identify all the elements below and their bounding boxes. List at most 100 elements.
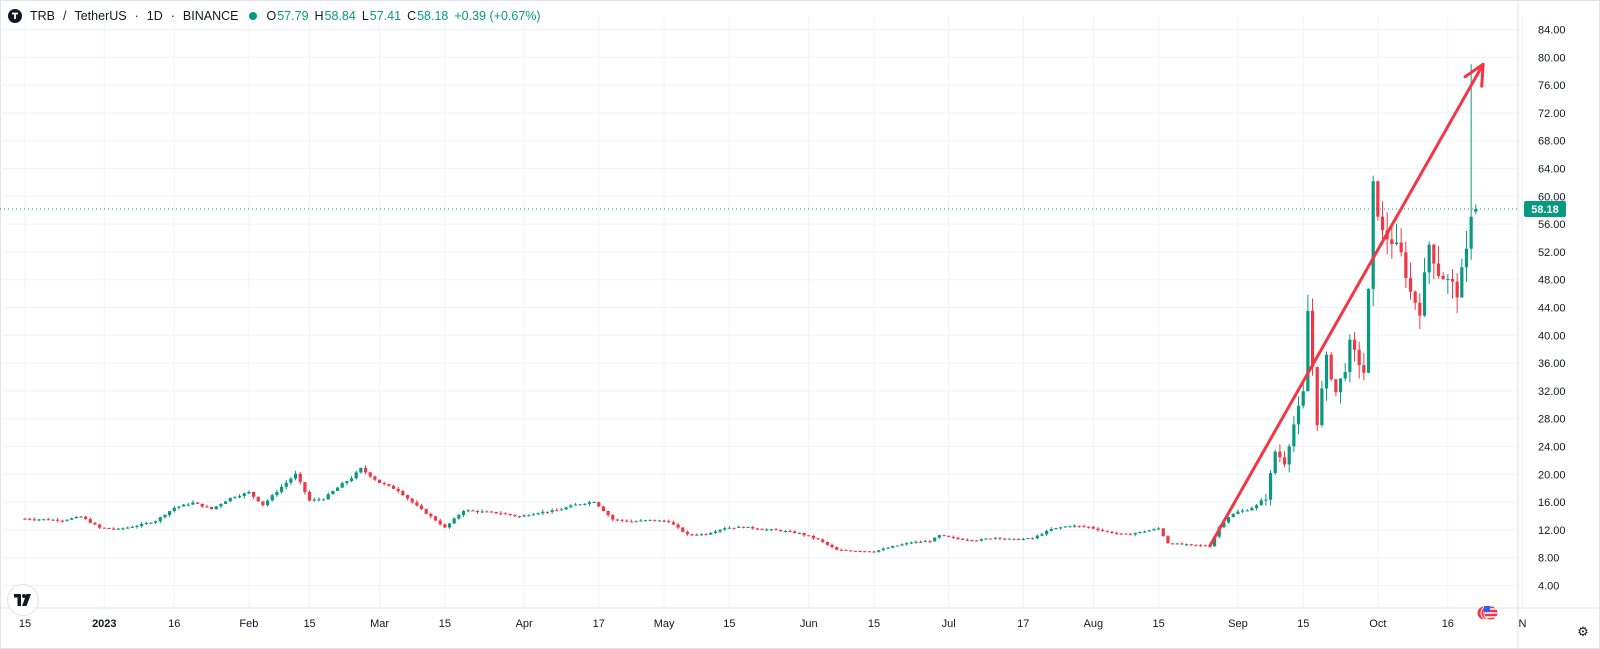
candle xyxy=(32,517,36,521)
candle-body xyxy=(662,520,666,522)
candle-body xyxy=(1399,242,1403,253)
gear-icon[interactable]: ⚙ xyxy=(1577,624,1589,639)
candle xyxy=(443,523,447,528)
candle xyxy=(205,504,209,508)
candle-body xyxy=(363,468,368,473)
candle-body xyxy=(550,510,554,512)
candle xyxy=(37,518,41,522)
candle-body xyxy=(429,513,433,517)
candle-body xyxy=(1469,216,1473,249)
candle-body xyxy=(158,517,162,522)
candle-body xyxy=(79,516,83,518)
candle-body xyxy=(98,524,102,528)
candle xyxy=(513,514,517,518)
candle xyxy=(1427,241,1431,285)
candle-body xyxy=(1184,544,1189,546)
candle xyxy=(74,515,78,519)
candle-body xyxy=(975,540,979,542)
candle-body xyxy=(905,543,909,545)
candle-body xyxy=(853,550,857,552)
candle-body xyxy=(144,522,148,524)
candle-body xyxy=(774,529,778,531)
candle xyxy=(690,533,694,537)
candle xyxy=(452,517,456,525)
candle-body xyxy=(1310,310,1315,367)
y-tick-label: 40.00 xyxy=(1538,330,1566,342)
low-key: L xyxy=(361,9,369,23)
candle-body xyxy=(377,479,382,483)
candle-body xyxy=(387,484,391,486)
x-tick-label: 15 xyxy=(303,618,315,630)
candle-body xyxy=(559,509,564,511)
interval-label[interactable]: 1D xyxy=(146,9,163,23)
candle-body xyxy=(1390,239,1394,244)
candle-body xyxy=(265,500,270,506)
candle xyxy=(1254,504,1259,511)
candle xyxy=(1017,538,1021,541)
candle xyxy=(723,526,727,531)
candle xyxy=(466,509,470,513)
candle xyxy=(919,540,923,543)
candle-body xyxy=(606,511,610,516)
candle xyxy=(345,480,349,486)
ohlc-low: L57.41 xyxy=(362,9,401,23)
candle xyxy=(601,505,606,512)
candle-body xyxy=(811,535,815,539)
candle-body xyxy=(755,528,760,530)
candle xyxy=(942,534,946,537)
candle-body xyxy=(1017,539,1021,541)
candle xyxy=(1394,223,1399,246)
y-tick-label: 12.00 xyxy=(1538,525,1566,537)
candle xyxy=(172,505,176,513)
candle-body xyxy=(1404,252,1408,279)
candle xyxy=(681,527,685,533)
candle-body xyxy=(919,541,923,543)
candle xyxy=(1129,532,1133,536)
candle xyxy=(807,535,811,537)
candle-body xyxy=(1343,371,1347,379)
candle-body xyxy=(1315,366,1319,426)
candle-body xyxy=(205,506,209,508)
candle xyxy=(405,494,410,501)
candle xyxy=(56,517,60,523)
candle xyxy=(937,534,941,539)
candle xyxy=(1133,532,1137,537)
candle xyxy=(667,519,671,524)
candle xyxy=(144,521,148,526)
candle-body xyxy=(942,535,946,537)
symbol-ticker[interactable]: TRB xyxy=(30,9,55,23)
candle-body xyxy=(494,511,498,514)
candle xyxy=(359,467,363,474)
tradingview-logo[interactable] xyxy=(8,585,38,615)
candle xyxy=(615,518,620,522)
candle xyxy=(1282,451,1287,468)
candle-body xyxy=(489,511,494,513)
x-tick-label: 15 xyxy=(1297,618,1309,630)
candle xyxy=(51,518,55,521)
candle-body xyxy=(1432,244,1436,264)
candle xyxy=(1175,542,1179,545)
candle xyxy=(811,534,815,540)
candle xyxy=(541,509,545,516)
y-tick-label: 48.00 xyxy=(1538,275,1566,287)
candle-body xyxy=(1101,530,1105,532)
candle-body xyxy=(1362,365,1366,373)
candle xyxy=(1240,508,1245,513)
y-tick-label: 80.00 xyxy=(1538,52,1566,64)
y-tick-label: 72.00 xyxy=(1538,108,1566,120)
candle xyxy=(475,510,480,515)
candle-body xyxy=(382,482,386,485)
candle-body xyxy=(891,546,895,548)
candle xyxy=(1124,533,1128,535)
candle-body xyxy=(1031,538,1035,540)
candle-body xyxy=(522,515,526,517)
candle-body xyxy=(1287,446,1291,465)
candle-body xyxy=(704,534,708,536)
candle-body xyxy=(1222,522,1226,528)
candle xyxy=(373,475,377,482)
candle xyxy=(265,499,270,507)
candle xyxy=(1059,526,1063,530)
candle xyxy=(410,497,414,504)
us-flag-icon[interactable] xyxy=(1476,604,1498,622)
